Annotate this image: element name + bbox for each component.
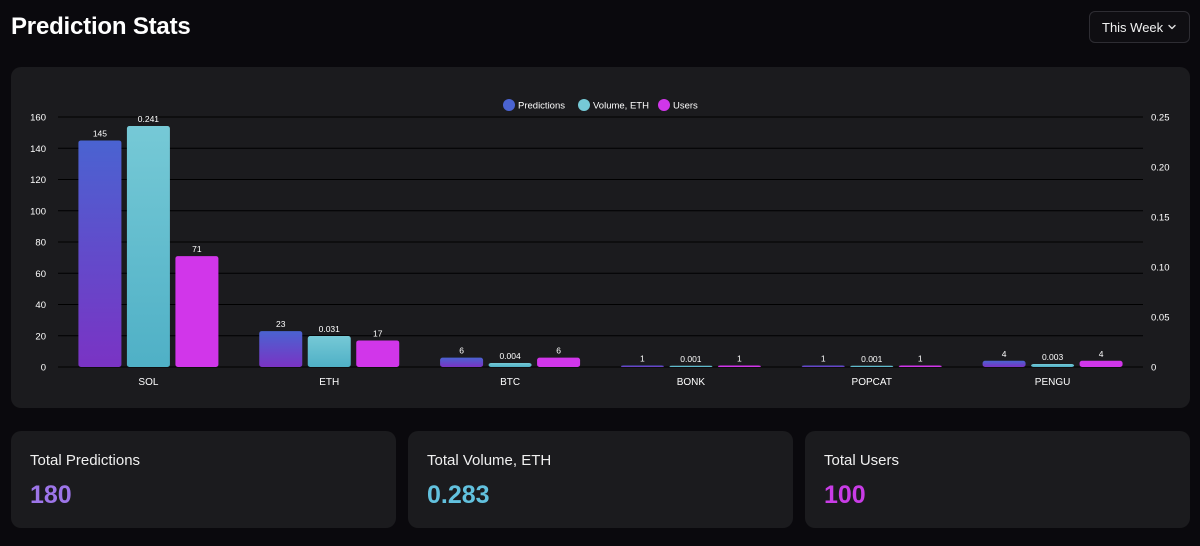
bar-users <box>1079 360 1123 367</box>
x-category-label: BTC <box>500 377 520 388</box>
x-category-label: POPCAT <box>852 377 892 388</box>
y-right-tick-label: 0.15 <box>1151 213 1170 224</box>
y-left-tick-label: 80 <box>35 238 46 249</box>
bar-users <box>898 365 942 367</box>
x-category-label: BONK <box>677 377 706 388</box>
x-category-label: PENGU <box>1035 377 1071 388</box>
stat-card-volume: Total Volume, ETH 0.283 <box>408 431 793 528</box>
bar-volume <box>126 126 170 367</box>
bar-predictions <box>982 360 1026 367</box>
period-select[interactable]: This Week <box>1089 11 1190 43</box>
bar-volume <box>1031 364 1075 367</box>
y-right-tick-label: 0.05 <box>1151 313 1170 324</box>
y-left-tick-label: 0 <box>41 363 46 374</box>
data-label: 0.001 <box>680 354 702 364</box>
data-label: 1 <box>640 353 645 363</box>
bar-predictions <box>620 365 664 367</box>
chart-panel: 0 20 40 60 80 100 120 140 160 0 0.05 0.10 0.15 0.20 0.… <box>11 67 1190 408</box>
legend-marker <box>578 99 590 111</box>
x-category-label: SOL <box>138 377 158 388</box>
y-right-tick-label: 0.20 <box>1151 163 1170 174</box>
bar-volume <box>669 365 713 367</box>
bar-predictions <box>440 357 484 367</box>
stat-label: Total Predictions <box>30 452 141 469</box>
legend-label: Predictions <box>518 101 565 112</box>
y-left-tick-label: 100 <box>30 206 46 217</box>
stat-label: Total Volume, ETH <box>427 452 552 469</box>
data-label: 17 <box>373 328 383 338</box>
data-label: 1 <box>821 353 826 363</box>
x-category-label: ETH <box>319 377 339 388</box>
legend-marker <box>503 99 515 111</box>
y-left-tick-label: 60 <box>35 269 46 280</box>
data-label: 6 <box>459 346 464 356</box>
stat-value: 0.283 <box>427 481 490 509</box>
data-label: 145 <box>93 128 107 138</box>
data-label: 0.241 <box>138 114 160 124</box>
data-label: 0.001 <box>861 354 883 364</box>
y-left-tick-label: 20 <box>35 331 46 342</box>
stat-value: 100 <box>824 481 866 509</box>
y-left-tick-label: 40 <box>35 300 46 311</box>
bar-volume <box>850 365 894 367</box>
y-right-tick-label: 0.10 <box>1151 263 1170 274</box>
page-title: Prediction Stats <box>11 13 191 40</box>
data-label: 0.004 <box>499 351 521 361</box>
data-label: 1 <box>918 353 923 363</box>
y-right-tick-label: 0 <box>1151 363 1156 374</box>
bar-users <box>537 357 581 367</box>
y-left-tick-label: 160 <box>30 113 46 124</box>
stat-value: 180 <box>30 481 72 509</box>
stat-card-users: Total Users 100 <box>805 431 1190 528</box>
chevron-down-icon <box>1168 24 1176 30</box>
stat-label: Total Users <box>824 452 900 469</box>
bar-chart: 0 20 40 60 80 100 120 140 160 0 0.05 0.10 0.15 0.20 0.… <box>30 99 1170 388</box>
data-label: 4 <box>1002 349 1007 359</box>
data-label: 1 <box>737 353 742 363</box>
legend-marker <box>658 99 670 111</box>
data-label: 0.031 <box>319 324 341 334</box>
bar-users <box>717 365 761 367</box>
bar-users <box>356 340 400 367</box>
period-select-value: This Week <box>1102 19 1164 35</box>
bar-predictions <box>78 140 122 367</box>
data-label: 71 <box>192 244 202 254</box>
data-label: 23 <box>276 319 286 329</box>
bar-volume <box>488 363 532 367</box>
data-label: 0.003 <box>1042 352 1064 362</box>
y-left-tick-label: 120 <box>30 175 46 186</box>
data-label: 6 <box>556 346 561 356</box>
bar-volume <box>307 336 351 367</box>
data-label: 4 <box>1099 349 1104 359</box>
bar-users <box>175 256 219 367</box>
y-left-tick-label: 140 <box>30 144 46 155</box>
y-right-tick-label: 0.25 <box>1151 113 1170 124</box>
legend-label: Volume, ETH <box>593 101 649 112</box>
stat-card-predictions: Total Predictions 180 <box>11 431 396 528</box>
bar-predictions <box>259 331 303 367</box>
legend-label: Users <box>673 101 698 112</box>
bar-predictions <box>801 365 845 367</box>
